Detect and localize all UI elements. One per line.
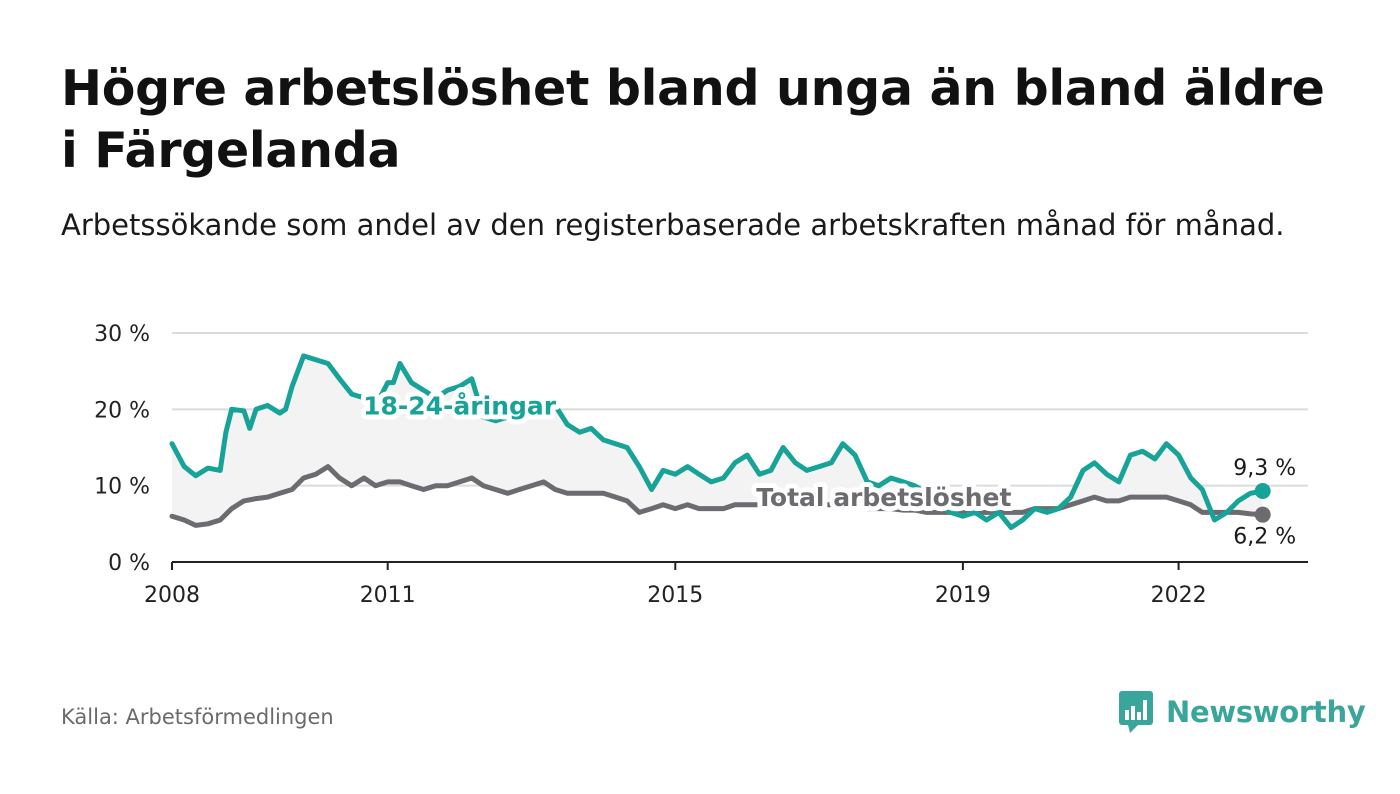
brand-name: Newsworthy xyxy=(1166,695,1366,729)
gap-fill xyxy=(172,355,1263,528)
x-tick-label: 2022 xyxy=(1151,583,1207,608)
series-label-halo: Total arbetslöshet xyxy=(756,483,1011,512)
brand-logo: Newsworthy xyxy=(1118,690,1366,734)
axes: 0 % 10 % 20 % 30 % 2008 2011 2015 2019 2022 xyxy=(94,322,1308,608)
y-tick-label: 0 % xyxy=(108,551,150,576)
annotations: 9,3 %6,2 %18-24-åringar18-24-åringarTota… xyxy=(358,387,1296,550)
x-tick-label: 2011 xyxy=(360,583,416,608)
series-end-dot-0 xyxy=(1254,483,1271,500)
series-line-0 xyxy=(169,353,1266,531)
x-tick-label: 2008 xyxy=(144,583,200,608)
difference-area xyxy=(172,355,1263,528)
x-tick-label: 2019 xyxy=(935,583,991,608)
chart-title: Högre arbetslöshet bland unga än bland ä… xyxy=(61,60,1325,179)
series-label-0: 18-24-åringar xyxy=(363,392,557,421)
source-note: Källa: Arbetsförmedlingen xyxy=(61,705,334,729)
series-label-1: Total arbetslöshet xyxy=(756,483,1011,512)
y-tick-label: 10 % xyxy=(94,475,150,500)
x-tick-label: 2015 xyxy=(647,583,703,608)
y-tick-label: 20 % xyxy=(94,398,150,423)
end-value-label-youth: 9,3 % xyxy=(1233,456,1296,481)
line-chart: 0 % 10 % 20 % 30 % 2008 2011 2015 2019 2022 9,3 … xyxy=(94,322,1308,608)
y-tick-label: 30 % xyxy=(94,322,150,347)
end-value-label-total: 6,2 % xyxy=(1233,525,1296,550)
series-label-halo: 18-24-åringar xyxy=(363,392,557,421)
series-end-dot-1 xyxy=(1254,506,1271,523)
series-line-1 xyxy=(169,464,1266,528)
newsworthy-icon xyxy=(1119,691,1153,733)
series-lines xyxy=(169,353,1271,531)
chart-subtitle: Arbetssökande som andel av den registerb… xyxy=(61,208,1285,242)
